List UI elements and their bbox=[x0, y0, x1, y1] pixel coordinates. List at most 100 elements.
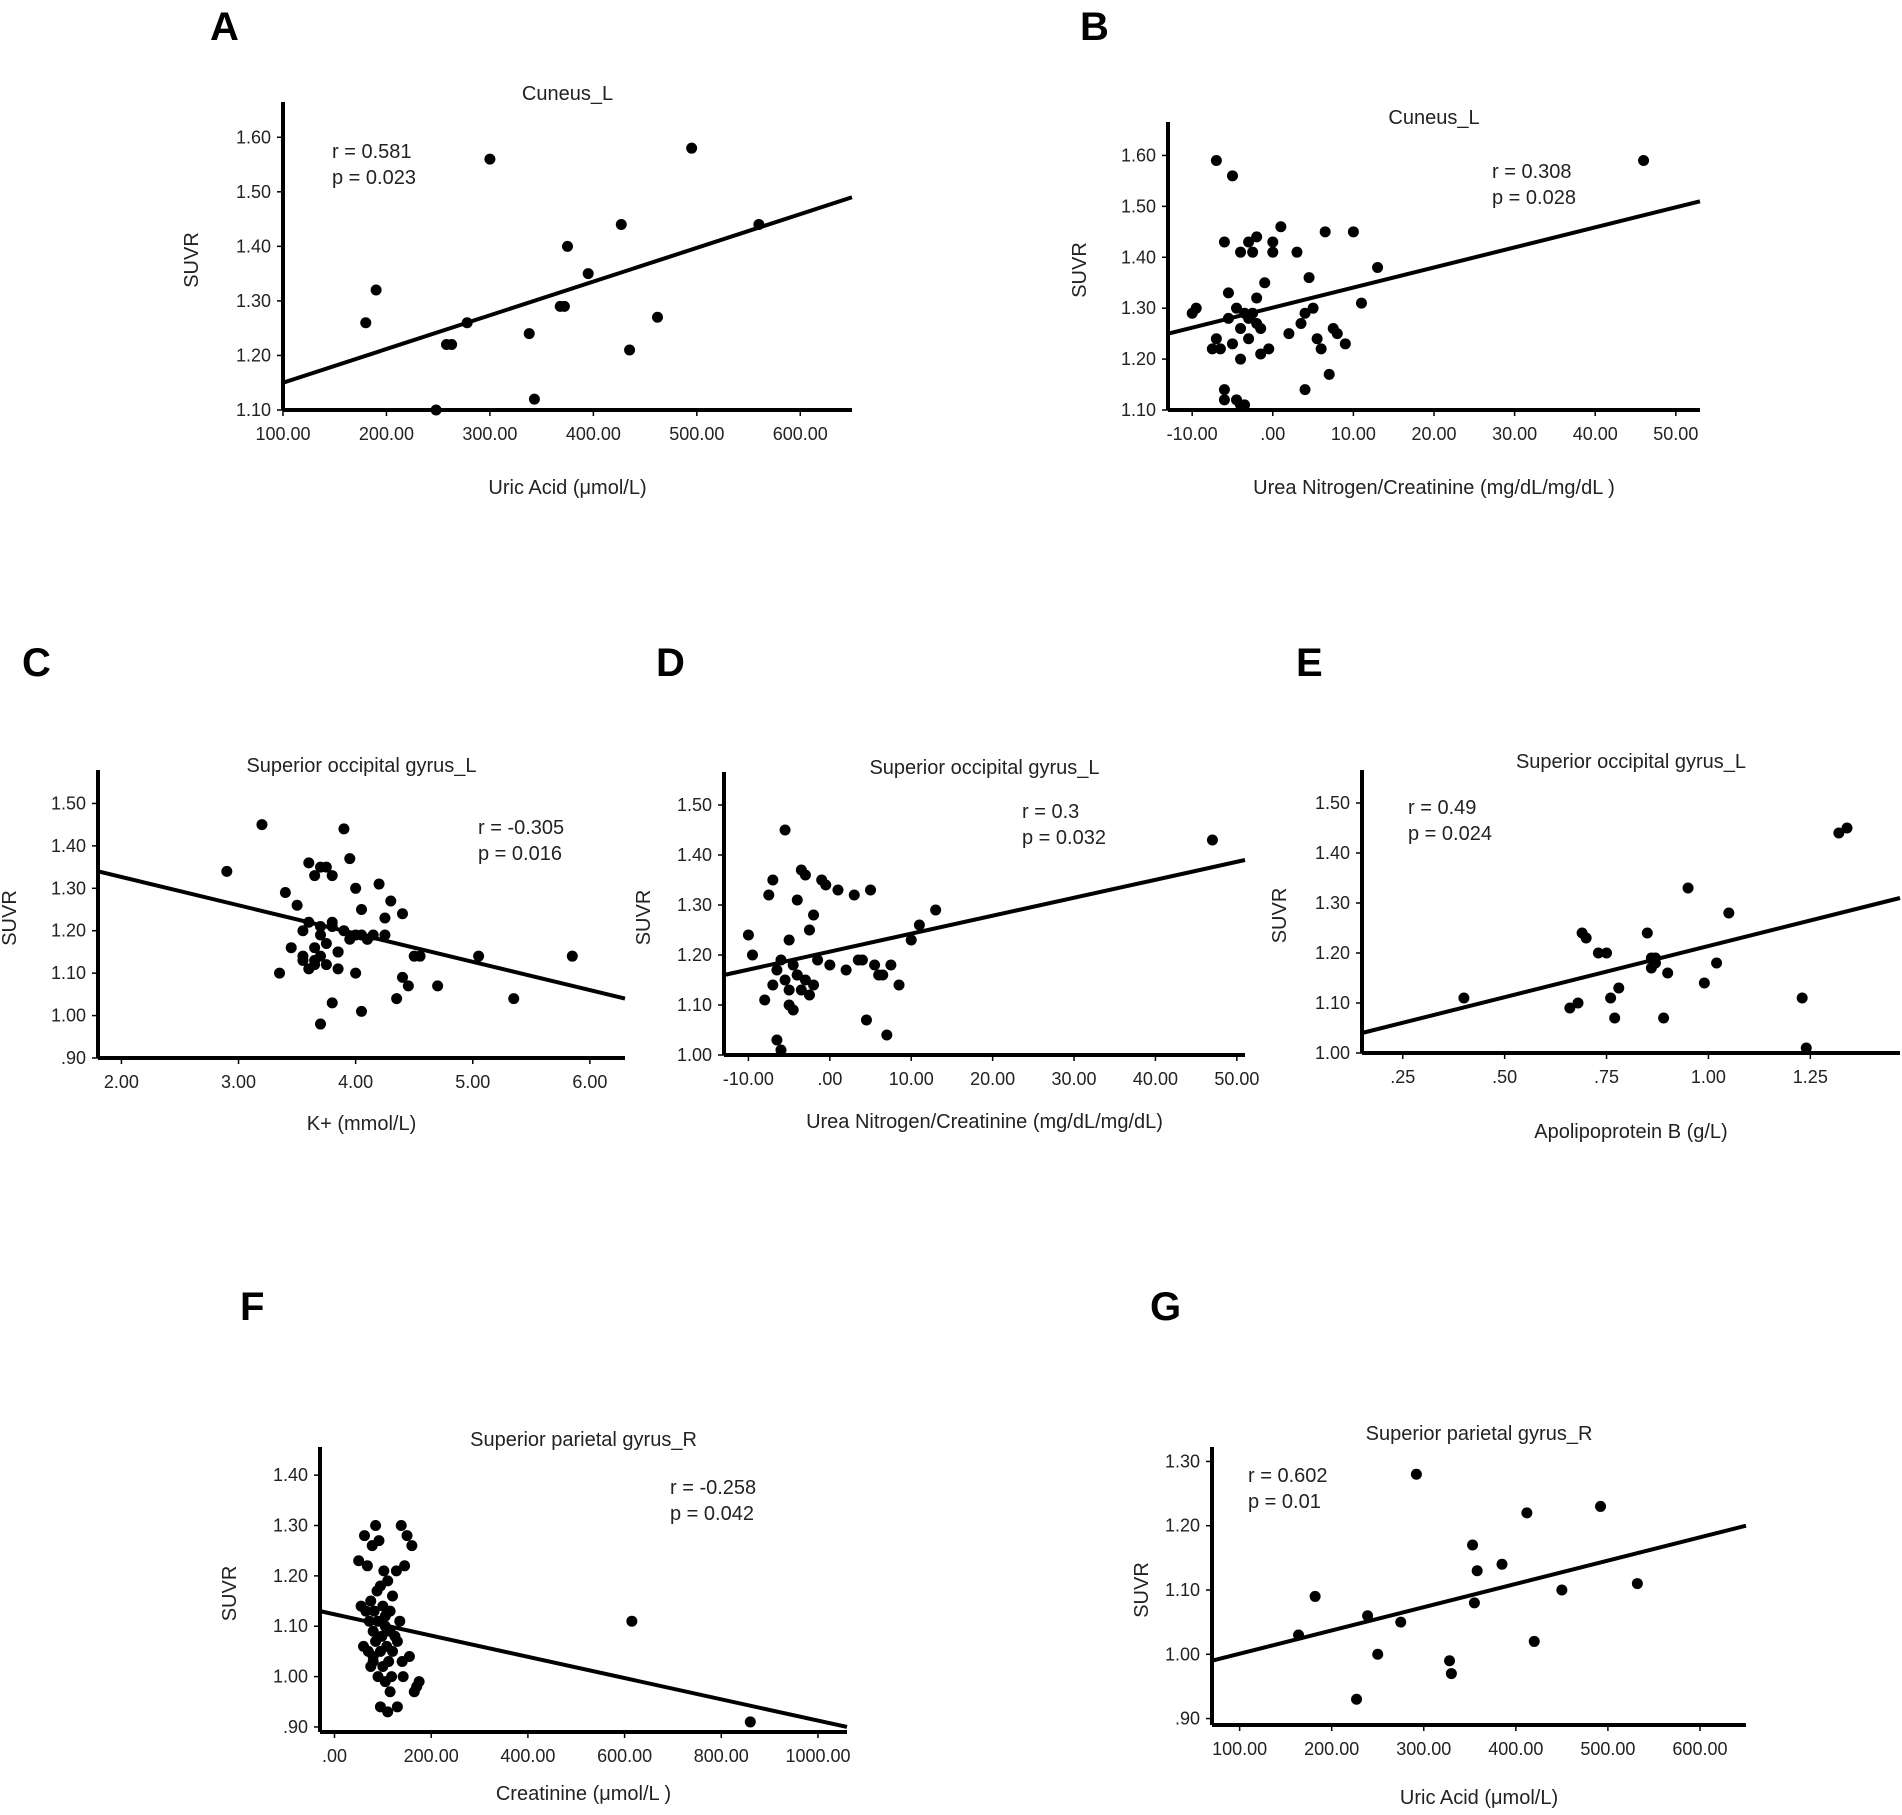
stat-r-value: r = 0.581 bbox=[332, 141, 412, 163]
x-tick-label: 600.00 bbox=[597, 1746, 652, 1766]
data-point bbox=[1580, 932, 1592, 944]
data-point bbox=[1658, 1012, 1670, 1024]
chart-title: Cuneus_L bbox=[522, 83, 613, 105]
data-point bbox=[414, 950, 426, 962]
data-point bbox=[686, 142, 698, 154]
x-axis-label: Creatinine (μmol/L ) bbox=[496, 1783, 671, 1805]
data-point bbox=[791, 969, 803, 981]
y-tick-label: 1.60 bbox=[236, 127, 271, 147]
data-point bbox=[582, 268, 594, 280]
data-point bbox=[473, 950, 485, 962]
data-point bbox=[1255, 348, 1267, 360]
data-point bbox=[432, 980, 444, 992]
y-tick-label: 1.20 bbox=[273, 1566, 308, 1586]
data-point bbox=[315, 929, 327, 941]
data-point bbox=[1226, 170, 1238, 182]
data-point bbox=[402, 980, 414, 992]
x-tick-label: 50.00 bbox=[1653, 424, 1698, 444]
data-point bbox=[1263, 343, 1275, 355]
data-point bbox=[332, 963, 344, 975]
data-point bbox=[403, 1650, 415, 1662]
data-point bbox=[1468, 1597, 1480, 1609]
regression-line bbox=[282, 195, 853, 385]
data-point bbox=[1347, 226, 1359, 238]
data-point bbox=[1331, 328, 1343, 340]
data-point bbox=[1723, 907, 1735, 919]
y-tick-label: 1.10 bbox=[1165, 1580, 1200, 1600]
data-point bbox=[869, 959, 881, 971]
data-point bbox=[1283, 328, 1295, 340]
x-tick-label: 400.00 bbox=[1488, 1739, 1543, 1759]
data-point bbox=[1210, 333, 1222, 345]
data-point bbox=[373, 1535, 385, 1547]
y-axis-label: SUVR bbox=[1131, 1562, 1153, 1618]
data-point bbox=[799, 869, 811, 881]
data-point bbox=[1445, 1668, 1457, 1680]
data-point bbox=[508, 993, 520, 1005]
chart-panel-a: A Cuneus_L 1.10 1.20 1.30 1.40 1.50 1.60 100.00 2… bbox=[181, 5, 853, 499]
data-point bbox=[885, 959, 897, 971]
data-point bbox=[860, 1014, 872, 1026]
y-axis-label: SUVR bbox=[1069, 242, 1091, 298]
data-point bbox=[1267, 246, 1279, 258]
data-point bbox=[1572, 997, 1584, 1009]
data-point bbox=[279, 887, 291, 899]
data-point bbox=[1206, 343, 1218, 355]
regression-line bbox=[1211, 1523, 1747, 1663]
data-point bbox=[315, 950, 327, 962]
y-tick-label: 1.00 bbox=[677, 1045, 712, 1065]
x-tick-label: 50.00 bbox=[1214, 1069, 1259, 1089]
y-tick-label: 1.50 bbox=[677, 795, 712, 815]
data-point bbox=[385, 895, 397, 907]
data-point bbox=[1556, 1584, 1568, 1596]
data-point bbox=[1190, 302, 1202, 314]
data-point bbox=[615, 219, 627, 231]
chart-title: Superior parietal gyrus_R bbox=[1366, 1423, 1593, 1445]
data-point bbox=[1595, 1500, 1607, 1512]
data-point bbox=[1698, 977, 1710, 989]
x-tick-label: 500.00 bbox=[1580, 1739, 1635, 1759]
data-point bbox=[1711, 957, 1723, 969]
data-point bbox=[877, 969, 889, 981]
x-tick-label: 6.00 bbox=[572, 1072, 607, 1092]
y-tick-label: 1.40 bbox=[236, 236, 271, 256]
data-point bbox=[387, 1645, 399, 1657]
regression-line bbox=[1361, 896, 1901, 1035]
data-point bbox=[558, 300, 570, 312]
data-point bbox=[274, 967, 286, 979]
y-tick-label: 1.20 bbox=[1315, 943, 1350, 963]
data-point bbox=[1841, 822, 1853, 834]
data-point bbox=[309, 942, 321, 954]
x-tick-label: 1000.00 bbox=[785, 1746, 850, 1766]
data-point bbox=[285, 942, 297, 954]
y-tick-label: 1.10 bbox=[273, 1616, 308, 1636]
data-point bbox=[775, 1044, 787, 1056]
data-point bbox=[344, 853, 356, 865]
data-point bbox=[370, 284, 382, 296]
y-tick-label: .90 bbox=[61, 1048, 86, 1068]
data-point bbox=[791, 894, 803, 906]
x-tick-label: 400.00 bbox=[500, 1746, 555, 1766]
stat-r-value: r = 0.3 bbox=[1022, 801, 1079, 823]
y-tick-label: 1.20 bbox=[51, 921, 86, 941]
data-point bbox=[1218, 236, 1230, 248]
x-tick-label: 4.00 bbox=[338, 1072, 373, 1092]
panel-label: C bbox=[22, 641, 51, 685]
y-tick-label: 1.30 bbox=[273, 1516, 308, 1536]
data-point bbox=[795, 984, 807, 996]
y-tick-label: 1.10 bbox=[236, 400, 271, 420]
data-point bbox=[1275, 221, 1287, 233]
x-tick-label: 40.00 bbox=[1573, 424, 1618, 444]
x-tick-label: 30.00 bbox=[1052, 1069, 1097, 1089]
y-tick-label: 1.50 bbox=[236, 182, 271, 202]
data-point bbox=[1311, 333, 1323, 345]
data-point bbox=[303, 857, 315, 869]
data-point bbox=[309, 959, 321, 971]
data-point bbox=[799, 974, 811, 986]
data-point bbox=[808, 979, 820, 991]
y-tick-label: 1.30 bbox=[236, 291, 271, 311]
chart-title: Superior occipital gyrus_L bbox=[246, 755, 476, 777]
y-tick-label: 1.40 bbox=[677, 845, 712, 865]
data-point bbox=[1218, 394, 1230, 406]
